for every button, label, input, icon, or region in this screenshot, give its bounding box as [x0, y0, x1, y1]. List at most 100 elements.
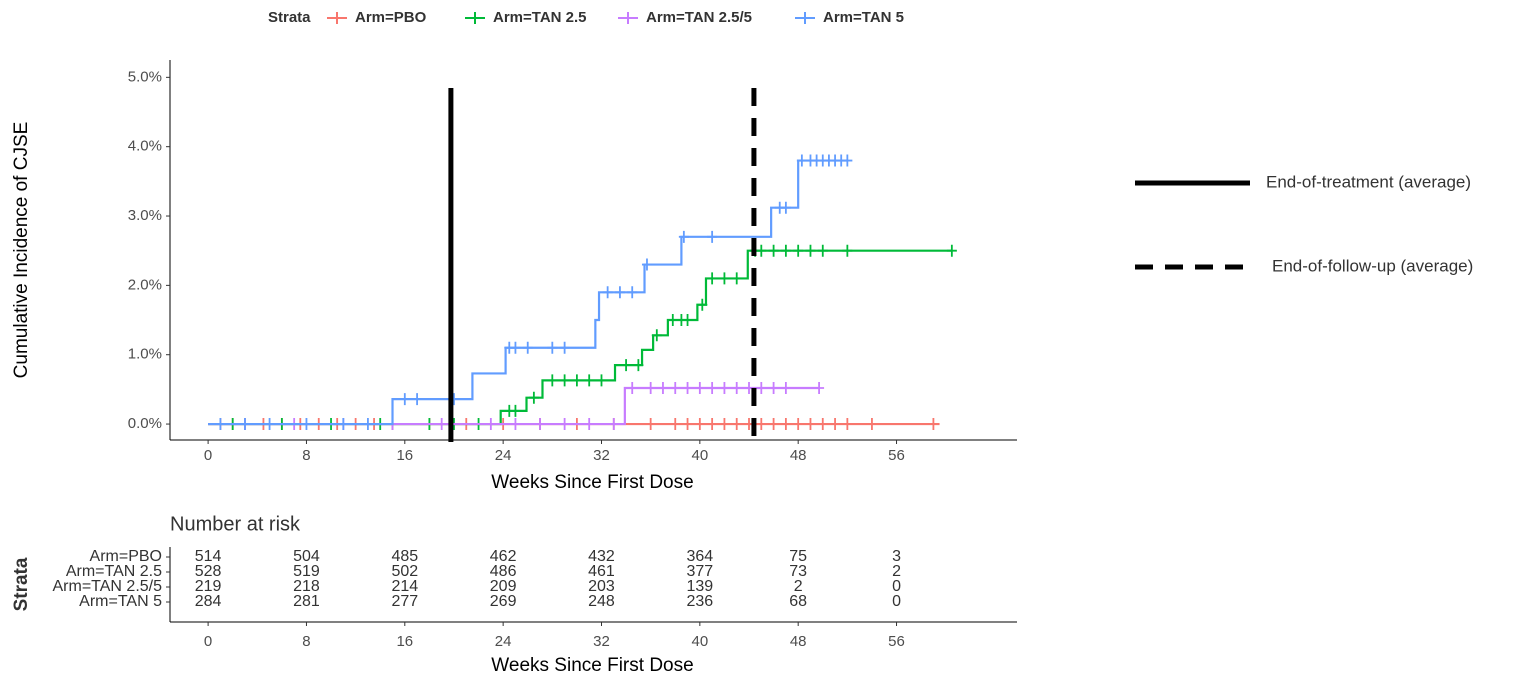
risk-count: 462	[490, 548, 517, 565]
x-tick-label: 56	[888, 633, 905, 650]
censor-mark	[928, 418, 939, 431]
risk-count: 284	[195, 593, 222, 610]
risk-count: 281	[293, 593, 320, 610]
censor-mark	[412, 393, 423, 406]
risk-count: 209	[490, 578, 517, 595]
censor-mark	[670, 418, 681, 431]
risk-count: 248	[588, 593, 615, 610]
censor-mark	[694, 381, 705, 394]
censor-mark	[731, 272, 742, 285]
censor-mark	[510, 341, 521, 354]
censor-mark	[627, 381, 638, 394]
censor-mark	[667, 314, 678, 327]
censor-mark	[866, 418, 877, 431]
legend-label: End-of-treatment (average)	[1266, 172, 1471, 191]
censor-mark	[707, 272, 718, 285]
censor-mark	[946, 244, 957, 257]
legend-label: End-of-follow-up (average)	[1272, 256, 1473, 275]
risk-count: 0	[892, 593, 901, 610]
censor-mark	[707, 418, 718, 431]
censor-mark	[817, 418, 828, 431]
step-line	[208, 249, 952, 426]
censor-mark	[731, 381, 742, 394]
legend-title: Strata	[268, 9, 311, 26]
censor-mark	[697, 298, 708, 311]
censor-mark	[547, 374, 558, 387]
y-tick-label: 3.0%	[128, 207, 162, 224]
legend-label: Arm=PBO	[355, 9, 427, 26]
x-tick-label: 24	[495, 447, 512, 464]
risk-count: 73	[789, 563, 807, 580]
risk-count: 68	[789, 593, 807, 610]
risk-count: 502	[391, 563, 418, 580]
censor-mark	[707, 230, 718, 243]
censor-mark	[719, 272, 730, 285]
censor-mark	[756, 381, 767, 394]
risk-count: 432	[588, 548, 615, 565]
censor-mark	[584, 374, 595, 387]
row-label: Arm=TAN 5	[79, 593, 162, 610]
censor-mark	[338, 418, 349, 431]
censor-mark	[768, 381, 779, 394]
risk-count: 3	[892, 548, 901, 565]
x-tick-label: 0	[204, 633, 212, 650]
legend-label: Arm=TAN 2.5	[493, 9, 587, 26]
censor-mark	[651, 329, 662, 342]
censor-mark	[756, 418, 767, 431]
censor-mark	[510, 418, 521, 431]
censor-mark	[399, 393, 410, 406]
risk-count: 2	[794, 578, 803, 595]
censor-mark	[215, 418, 226, 431]
censor-mark	[682, 418, 693, 431]
risk-count: 461	[588, 563, 615, 580]
censor-mark	[301, 418, 312, 431]
legend-label: Arm=TAN 5	[823, 9, 904, 26]
censor-mark	[645, 381, 656, 394]
censor-mark	[719, 381, 730, 394]
risk-count: 214	[391, 578, 418, 595]
x-tick-label: 32	[593, 447, 610, 464]
censor-mark	[657, 381, 668, 394]
table-title: Number at risk	[170, 513, 301, 535]
legend-label: Arm=TAN 2.5/5	[646, 9, 752, 26]
risk-count: 528	[195, 563, 222, 580]
censor-mark	[768, 244, 779, 257]
risk-count: 486	[490, 563, 517, 580]
risk-count: 2	[892, 563, 901, 580]
x-tick-label: 40	[691, 447, 708, 464]
censor-mark	[805, 244, 816, 257]
censor-mark	[522, 341, 533, 354]
censor-mark	[842, 418, 853, 431]
censor-mark	[678, 230, 689, 243]
x-tick-label: 8	[302, 633, 310, 650]
risk-count: 75	[789, 548, 807, 565]
risk-count: 236	[686, 593, 713, 610]
risk-count: 364	[686, 548, 713, 565]
legend-symbol	[465, 12, 485, 24]
censor-mark	[731, 418, 742, 431]
censor-mark	[239, 418, 250, 431]
censor-mark	[547, 341, 558, 354]
risk-count: 218	[293, 578, 320, 595]
risk-count: 504	[293, 548, 320, 565]
y-tick-label: 0.0%	[128, 415, 162, 432]
censor-mark	[814, 381, 825, 394]
x-tick-label: 40	[691, 633, 708, 650]
legend-symbol	[618, 12, 638, 24]
x-tick-label: 16	[396, 447, 413, 464]
x-tick-label: 16	[396, 633, 413, 650]
row-label: Arm=TAN 2.5	[66, 563, 162, 580]
censor-mark	[602, 286, 613, 299]
row-label: Arm=TAN 2.5/5	[52, 578, 162, 595]
censor-mark	[645, 418, 656, 431]
censor-mark	[559, 418, 570, 431]
censor-mark	[614, 286, 625, 299]
risk-count: 0	[892, 578, 901, 595]
censor-mark	[535, 418, 546, 431]
censor-mark	[571, 374, 582, 387]
censor-mark	[528, 391, 539, 404]
censor-mark	[596, 374, 607, 387]
censor-mark	[780, 201, 791, 214]
x-axis-title: Weeks Since First Dose	[491, 655, 693, 676]
